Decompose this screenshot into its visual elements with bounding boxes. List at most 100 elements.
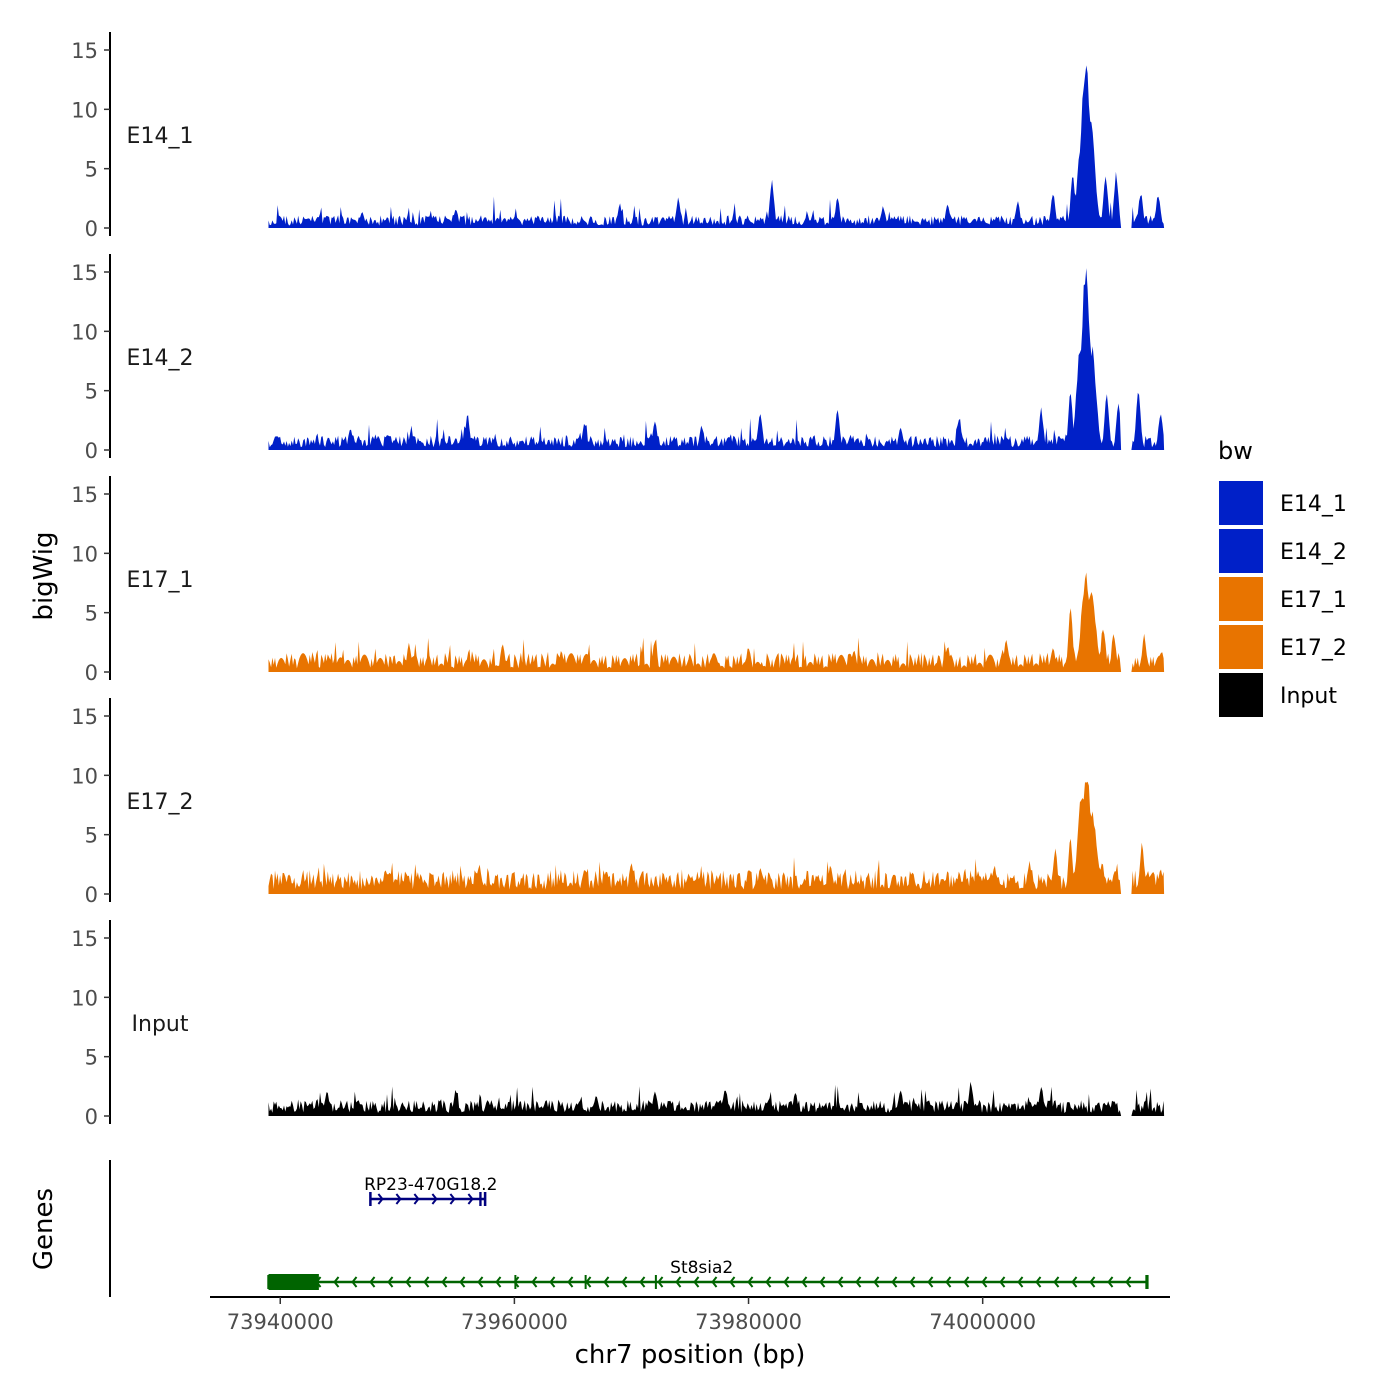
legend-label: Input [1280,684,1337,709]
strand-arrow [431,1193,438,1205]
legend-item-e17-1: E17_1 [1217,575,1347,623]
strand-arrow [333,1276,340,1288]
legend-item-input: Input [1217,671,1337,719]
legend-label: E14_2 [1280,540,1347,565]
strand-arrow [1107,1276,1114,1288]
strand-arrow [783,1276,790,1288]
y-tick-label: 5 [85,158,98,182]
y-tick-label: 0 [85,217,98,241]
strand-arrow [531,1276,538,1288]
track-panel-input: 0 5 10 15 Input [71,920,1165,1129]
signal-area [268,572,1165,672]
track-label: Input [132,1012,189,1037]
y-tick-label: 15 [71,927,98,951]
legend-swatch [1217,479,1265,527]
strand-arrow [477,1276,484,1288]
y-tick-label: 0 [85,883,98,907]
strand-arrow [945,1276,952,1288]
track-panel-e17-1: 0 5 10 15 E17_1 [71,476,1165,685]
exon [483,1192,486,1206]
track-label: E17_1 [127,568,194,593]
strand-arrow [603,1276,610,1288]
legend-label: E17_1 [1280,588,1347,613]
y-tick-label: 5 [85,1046,98,1070]
y-tick-label: 10 [71,98,98,122]
exon [654,1275,657,1289]
gene-annotation-panel: RP23-470G18.2 St8sia2 [109,1160,1149,1297]
gene-label: St8sia2 [670,1258,733,1278]
legend-label: E14_1 [1280,492,1347,517]
strand-arrow [441,1276,448,1288]
legend-swatch [1217,575,1265,623]
track-panel-e17-2: 0 5 10 15 E17_2 [71,698,1165,907]
strand-arrow [1035,1276,1042,1288]
x-tick-label: 73980000 [695,1310,802,1334]
strand-arrow [1125,1276,1132,1288]
y-tick-label: 15 [71,261,98,285]
x-tick-label: 73940000 [227,1310,334,1334]
strand-arrow [467,1193,474,1205]
strand-arrow [423,1276,430,1288]
y-axis-title: bigWig [29,531,59,620]
y-tick-label: 5 [85,824,98,848]
strand-arrow [873,1276,880,1288]
y-tick-label: 0 [85,1105,98,1129]
exon [268,1274,319,1290]
gene-rp23-470g18-2: RP23-470G18.2 [364,1175,497,1206]
signal-tracks: 0 5 10 15 E14_1 0 5 10 15 E14_2 0 5 10 15 E17_1 0 5 10 15 E… [71,32,1165,1129]
strand-arrow [369,1276,376,1288]
strand-arrow [1071,1276,1078,1288]
legend-swatch [1217,527,1265,575]
signal-area [268,65,1165,229]
strand-arrow [395,1193,402,1205]
legend-item-e14-1: E14_1 [1217,479,1347,527]
genes-axis-title: Genes [29,1188,59,1270]
strand-arrow [999,1276,1006,1288]
y-tick-label: 15 [71,39,98,63]
signal-area [268,1081,1165,1116]
y-tick-label: 10 [71,542,98,566]
strand-arrow [351,1276,358,1288]
y-tick-label: 15 [71,705,98,729]
exon [514,1275,517,1289]
strand-arrow [909,1276,916,1288]
y-tick-label: 0 [85,439,98,463]
strand-arrow [387,1276,394,1288]
strand-arrow [747,1276,754,1288]
strand-arrow [819,1276,826,1288]
y-tick-label: 5 [85,380,98,404]
x-axis-title: chr7 position (bp) [575,1340,806,1370]
legend-title: bw [1218,437,1253,465]
strand-arrow [729,1276,736,1288]
strand-arrow [405,1276,412,1288]
legend-swatch [1217,671,1265,719]
strand-arrow [765,1276,772,1288]
legend-item-e14-2: E14_2 [1217,527,1347,575]
legend: bw E14_1 E14_2 E17_1 E17_2 Input [1217,437,1347,719]
gene-label: RP23-470G18.2 [364,1175,497,1195]
strand-arrow [837,1276,844,1288]
y-tick-label: 0 [85,661,98,685]
strand-arrow [1089,1276,1096,1288]
x-tick-label: 74000000 [929,1310,1036,1334]
strand-arrow [855,1276,862,1288]
strand-arrow [1017,1276,1024,1288]
strand-arrow [711,1276,718,1288]
exon [479,1192,482,1206]
x-axis: 73940000 73960000 73980000 74000000 [210,1296,1170,1334]
strand-arrow [1053,1276,1060,1288]
legend-label: E17_2 [1280,636,1347,661]
x-tick-label: 73960000 [461,1310,568,1334]
gene-st8sia2: St8sia2 [267,1258,1149,1290]
track-label: E17_2 [127,790,194,815]
y-tick-label: 10 [71,986,98,1010]
strand-arrow [567,1276,574,1288]
exon [584,1275,587,1289]
signal-area [268,268,1165,450]
strand-arrow [377,1193,384,1205]
strand-arrow [891,1276,898,1288]
exon [1146,1275,1149,1289]
strand-arrow [449,1193,456,1205]
strand-arrow [675,1276,682,1288]
